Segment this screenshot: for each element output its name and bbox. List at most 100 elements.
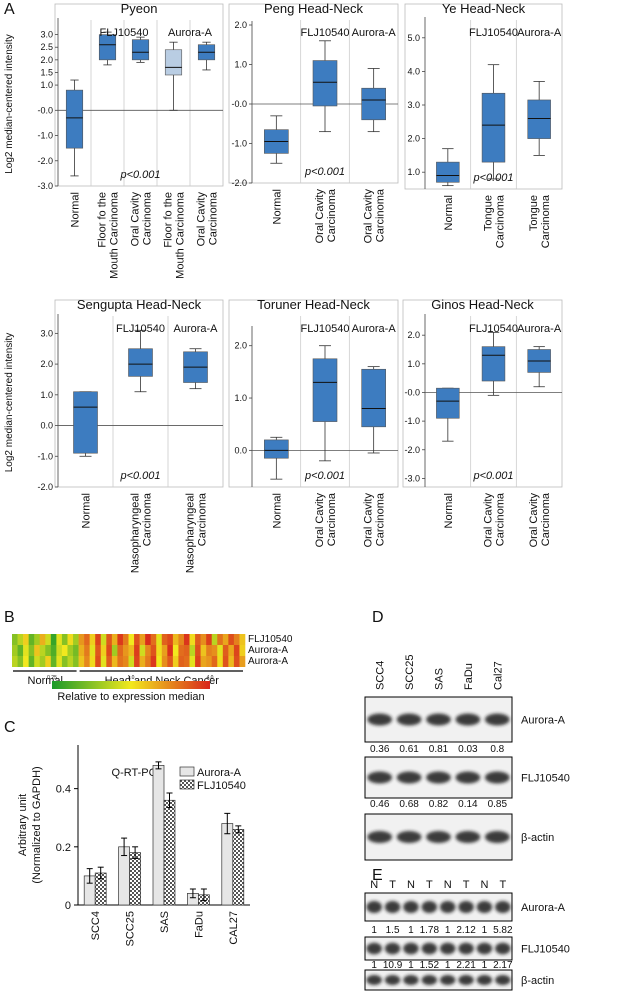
- x-tick-label: Normal: [443, 493, 455, 528]
- box: [98, 34, 117, 61]
- heatmap-cell: [211, 634, 218, 645]
- heatmap-cell: [134, 656, 140, 667]
- heatmap-cell: [34, 645, 41, 656]
- y-tick-label: -0.0: [231, 99, 247, 109]
- x-tick-label: SCC25: [125, 911, 137, 946]
- legend-swatch: [179, 766, 195, 777]
- heatmap-cell: [50, 645, 57, 656]
- x-tick-label: Tongue: [483, 195, 495, 231]
- row-label: Aurora-A: [248, 645, 288, 656]
- panel-label: C: [4, 719, 16, 736]
- chart-title: Ginos Head-Neck: [431, 297, 534, 312]
- legend-label: Aurora-A: [197, 767, 242, 779]
- lane-label: T: [426, 879, 433, 891]
- p-value: p<0.001: [304, 166, 345, 178]
- heatmap-cell: [89, 656, 96, 667]
- y-tick-label: -2.0: [37, 482, 53, 492]
- quantification: 2.21: [456, 960, 476, 971]
- x-tick-label: CAL27: [228, 911, 240, 945]
- chart-title: Ye Head-Neck: [442, 1, 526, 16]
- y-tick-label: 3.0: [40, 328, 53, 338]
- heatmap-cell: [239, 656, 246, 667]
- blot-band: [458, 942, 474, 955]
- box: [312, 60, 338, 107]
- row-label: Aurora-A: [521, 902, 566, 914]
- blot-band: [495, 975, 511, 985]
- heatmap-cell: [206, 656, 213, 667]
- heatmap-cell: [106, 634, 113, 645]
- heatmap-cell: [217, 645, 224, 656]
- heatmap-cell: [172, 645, 179, 656]
- y-tick-label: -2.0: [37, 156, 53, 166]
- chart-title: Pyeon: [121, 1, 158, 16]
- heatmap-cell: [233, 634, 240, 645]
- heatmap-cell: [200, 656, 207, 667]
- x-tick-label: Mouth Carcinoma: [175, 191, 187, 279]
- quantification: 1: [482, 960, 488, 971]
- y-tick-label: 2.0: [40, 55, 53, 65]
- p-value: p<0.001: [119, 470, 160, 482]
- heatmap-cell: [222, 656, 229, 667]
- heatmap-cell: [100, 645, 107, 656]
- heatmap-cell: [222, 645, 229, 656]
- y-tick-label: 1.0: [407, 359, 420, 369]
- blot-band: [495, 942, 511, 955]
- blot-band: [366, 942, 382, 955]
- quantification: 0.61: [399, 744, 419, 755]
- box: [131, 39, 150, 61]
- box: [128, 348, 153, 377]
- heatmap-cell: [12, 645, 18, 656]
- x-tick-label: Carcinoma: [142, 191, 154, 245]
- heatmap-cell: [128, 656, 135, 667]
- x-tick-label: Carcinoma: [375, 188, 387, 242]
- p-value: p<0.001: [472, 172, 513, 184]
- heatmap-cell: [172, 634, 179, 645]
- x-tick-label: Carcinoma: [495, 492, 507, 546]
- y-tick-label: 3.0: [40, 30, 53, 40]
- p-value: p<0.001: [472, 470, 513, 482]
- heatmap-cell: [145, 645, 151, 656]
- blot-band: [384, 975, 401, 985]
- heatmap-cell: [134, 645, 140, 656]
- heatmap-cell: [222, 634, 229, 645]
- bar: [163, 799, 176, 906]
- heatmap-cell: [73, 656, 79, 667]
- heatmap-cell: [23, 656, 29, 667]
- box: [361, 87, 386, 121]
- row-label: FLJ10540: [248, 634, 293, 645]
- heatmap-cell: [78, 645, 85, 656]
- blot-band: [403, 942, 419, 955]
- bar: [221, 823, 234, 906]
- blot-band: [439, 975, 456, 985]
- y-axis-label: (Normalized to GAPDH): [31, 766, 43, 883]
- blot-band: [439, 901, 456, 913]
- annotation: FLJ10540: [469, 323, 518, 335]
- heatmap-cell: [17, 634, 24, 645]
- heatmap-cell: [195, 656, 201, 667]
- heatmap-cell: [128, 634, 135, 645]
- blot-band: [426, 831, 451, 843]
- y-tick-label: -3.0: [404, 473, 420, 483]
- lane-label: N: [407, 879, 415, 891]
- blot-band: [367, 771, 393, 784]
- x-tick-label: SAS: [159, 911, 171, 933]
- lane-label: FaDu: [463, 663, 475, 690]
- heatmap-cell: [178, 645, 185, 656]
- heatmap-cell: [39, 656, 46, 667]
- heatmap-cell: [128, 645, 135, 656]
- blot-band: [476, 942, 493, 955]
- x-tick-label: Normal: [70, 192, 82, 227]
- chart-title: Peng Head-Neck: [264, 1, 363, 16]
- quantification: 0.81: [429, 744, 449, 755]
- blot-band: [426, 713, 451, 726]
- heatmap-cell: [45, 634, 52, 645]
- x-tick-label: Oral Cavity: [483, 493, 495, 548]
- quantification: 0.82: [429, 799, 449, 810]
- x-tick-label: Oral Cavity: [130, 192, 142, 247]
- y-tick-label: 2.0: [407, 330, 420, 340]
- heatmap-cell: [61, 634, 68, 645]
- heatmap-cell: [200, 634, 207, 645]
- heatmap-cell: [106, 645, 113, 656]
- heatmap-cell: [17, 656, 24, 667]
